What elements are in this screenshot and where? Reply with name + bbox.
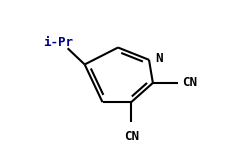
Text: i-Pr: i-Pr (43, 36, 73, 49)
Text: CN: CN (124, 130, 139, 143)
Text: CN: CN (182, 76, 197, 89)
Text: N: N (155, 52, 163, 65)
